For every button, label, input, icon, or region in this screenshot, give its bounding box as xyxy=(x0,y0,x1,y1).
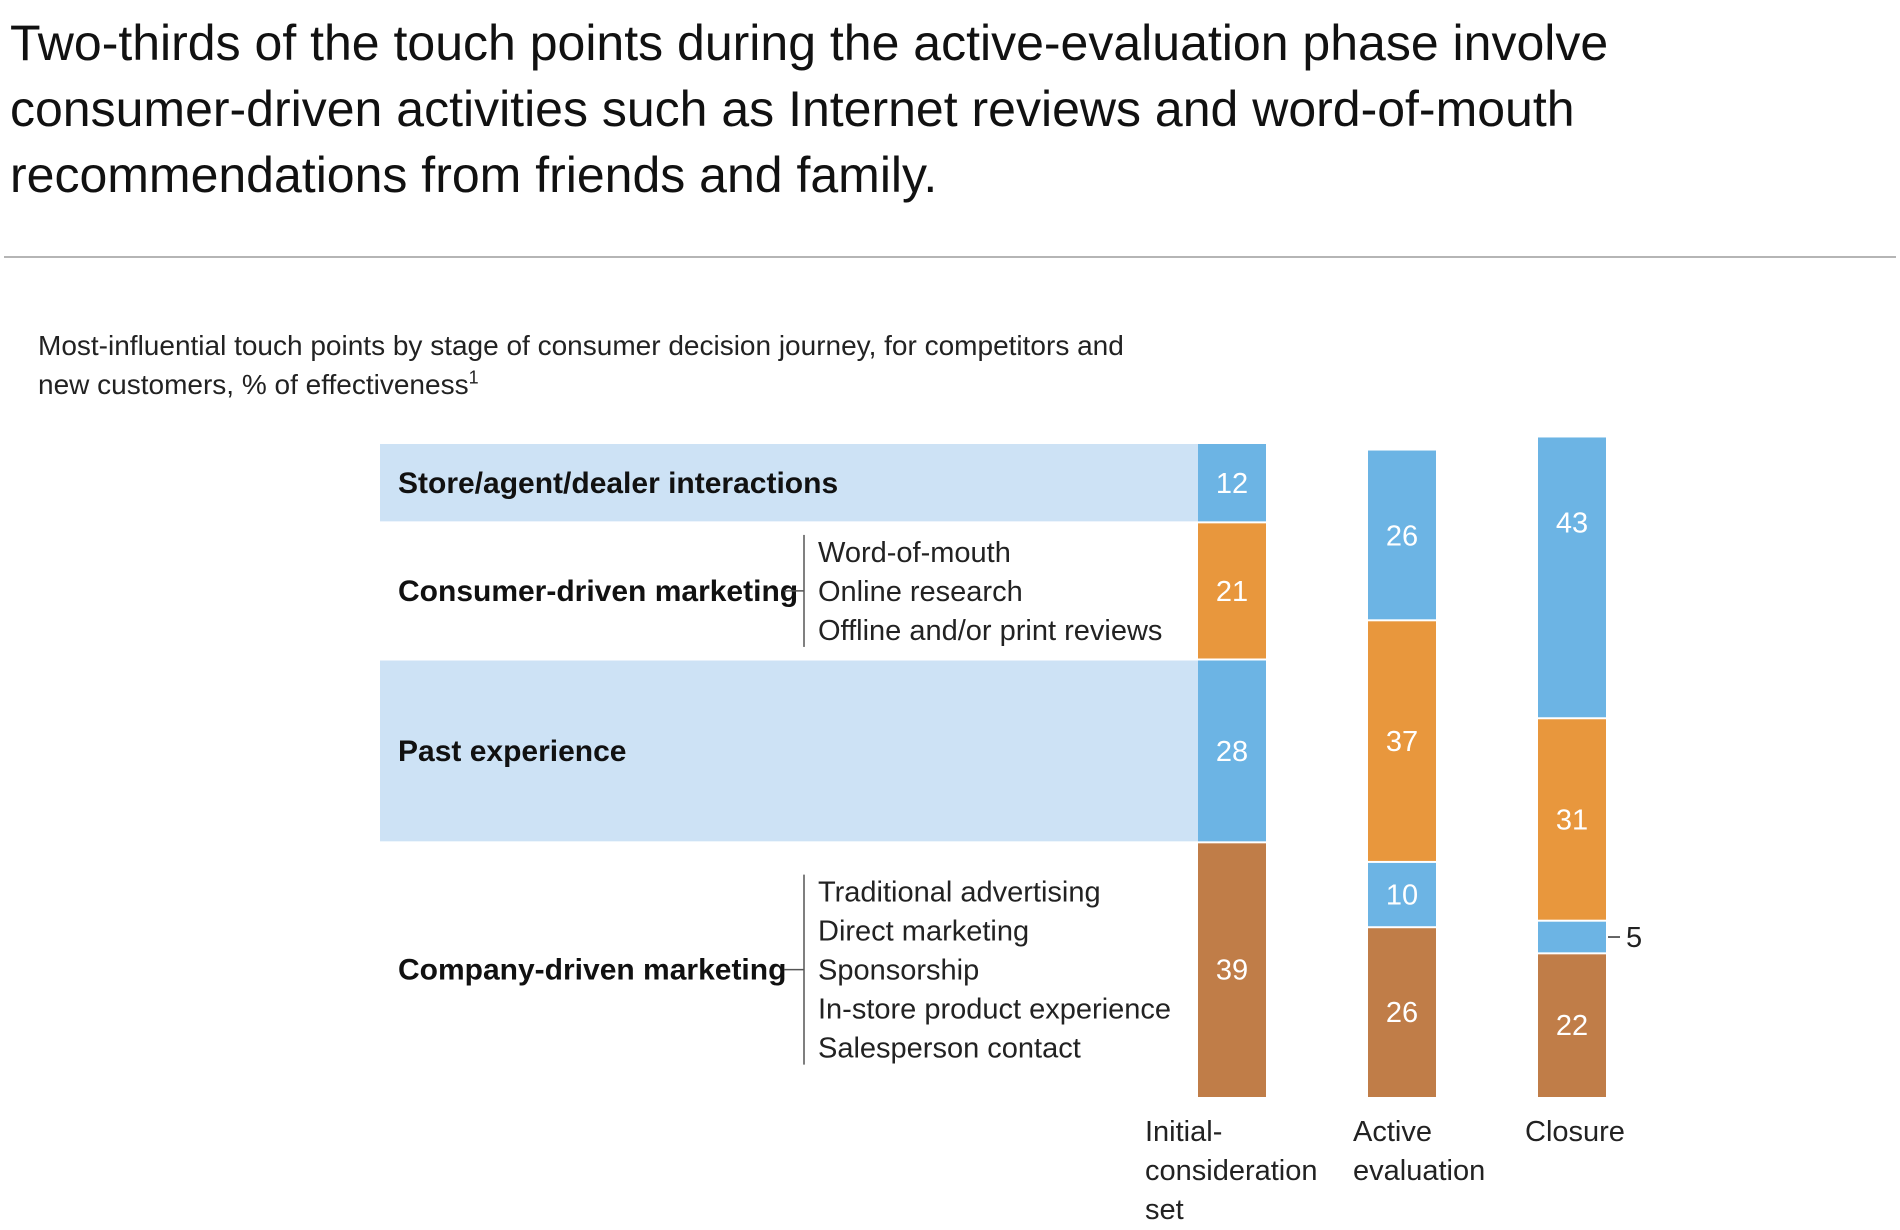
data-label: 31 xyxy=(1556,804,1588,836)
bar-segment-store xyxy=(1538,437,1606,718)
touch-point-label: Traditional advertising xyxy=(818,877,1101,909)
row-band-past xyxy=(380,660,1198,842)
data-label: 10 xyxy=(1386,880,1418,912)
bar-segment-store xyxy=(1368,450,1436,620)
bar-segment-consumer xyxy=(1368,621,1436,861)
bar-segment-store xyxy=(1198,444,1266,522)
category-label: Initial- xyxy=(1145,1116,1222,1148)
bar-segment-past xyxy=(1198,660,1266,842)
data-label: 21 xyxy=(1216,576,1248,608)
bar-segment-past xyxy=(1538,921,1606,953)
data-label: 5 xyxy=(1626,922,1642,954)
touch-point-label: Salesperson contact xyxy=(818,1033,1081,1065)
touch-point-label: Direct marketing xyxy=(818,916,1029,948)
category-label: consideration xyxy=(1145,1155,1318,1187)
bar-segment-company xyxy=(1538,954,1606,1097)
data-label: 39 xyxy=(1216,955,1248,987)
data-label: 43 xyxy=(1556,507,1588,539)
bar-segment-company xyxy=(1198,843,1266,1097)
data-label: 12 xyxy=(1216,468,1248,500)
divider xyxy=(4,256,1896,258)
category-label: Closure xyxy=(1525,1116,1625,1148)
footnote-marker: 1 xyxy=(468,367,479,388)
data-label: 22 xyxy=(1556,1010,1588,1042)
touch-point-label: Online research xyxy=(818,576,1023,608)
data-label: 26 xyxy=(1386,521,1418,553)
chart-subtitle: Most-influential touch points by stage o… xyxy=(38,326,1138,404)
touch-point-label: Offline and/or print reviews xyxy=(818,615,1162,647)
row-band-store xyxy=(380,444,1198,522)
bar-segment-company xyxy=(1368,928,1436,1097)
data-label: 26 xyxy=(1386,997,1418,1029)
category-label: set xyxy=(1145,1194,1184,1226)
bar-segment-consumer xyxy=(1198,523,1266,659)
row-label-past: Past experience xyxy=(398,735,626,768)
row-label-company: Company-driven marketing xyxy=(398,954,786,987)
row-label-consumer: Consumer-driven marketing xyxy=(398,575,798,608)
category-label: Active xyxy=(1353,1116,1432,1148)
touch-point-label: Word-of-mouth xyxy=(818,537,1011,569)
row-label-store: Store/agent/dealer interactions xyxy=(398,467,838,500)
headline: Two-thirds of the touch points during th… xyxy=(10,15,1609,203)
touch-point-label: Sponsorship xyxy=(818,955,979,987)
touch-point-label: In-store product experience xyxy=(818,994,1171,1026)
category-label: evaluation xyxy=(1353,1155,1485,1187)
subtitle-text: Most-influential touch points by stage o… xyxy=(38,330,1124,400)
bar-segment-past xyxy=(1368,862,1436,927)
bar-segment-consumer xyxy=(1538,719,1606,920)
data-label: 37 xyxy=(1386,726,1418,758)
data-label: 28 xyxy=(1216,736,1248,768)
